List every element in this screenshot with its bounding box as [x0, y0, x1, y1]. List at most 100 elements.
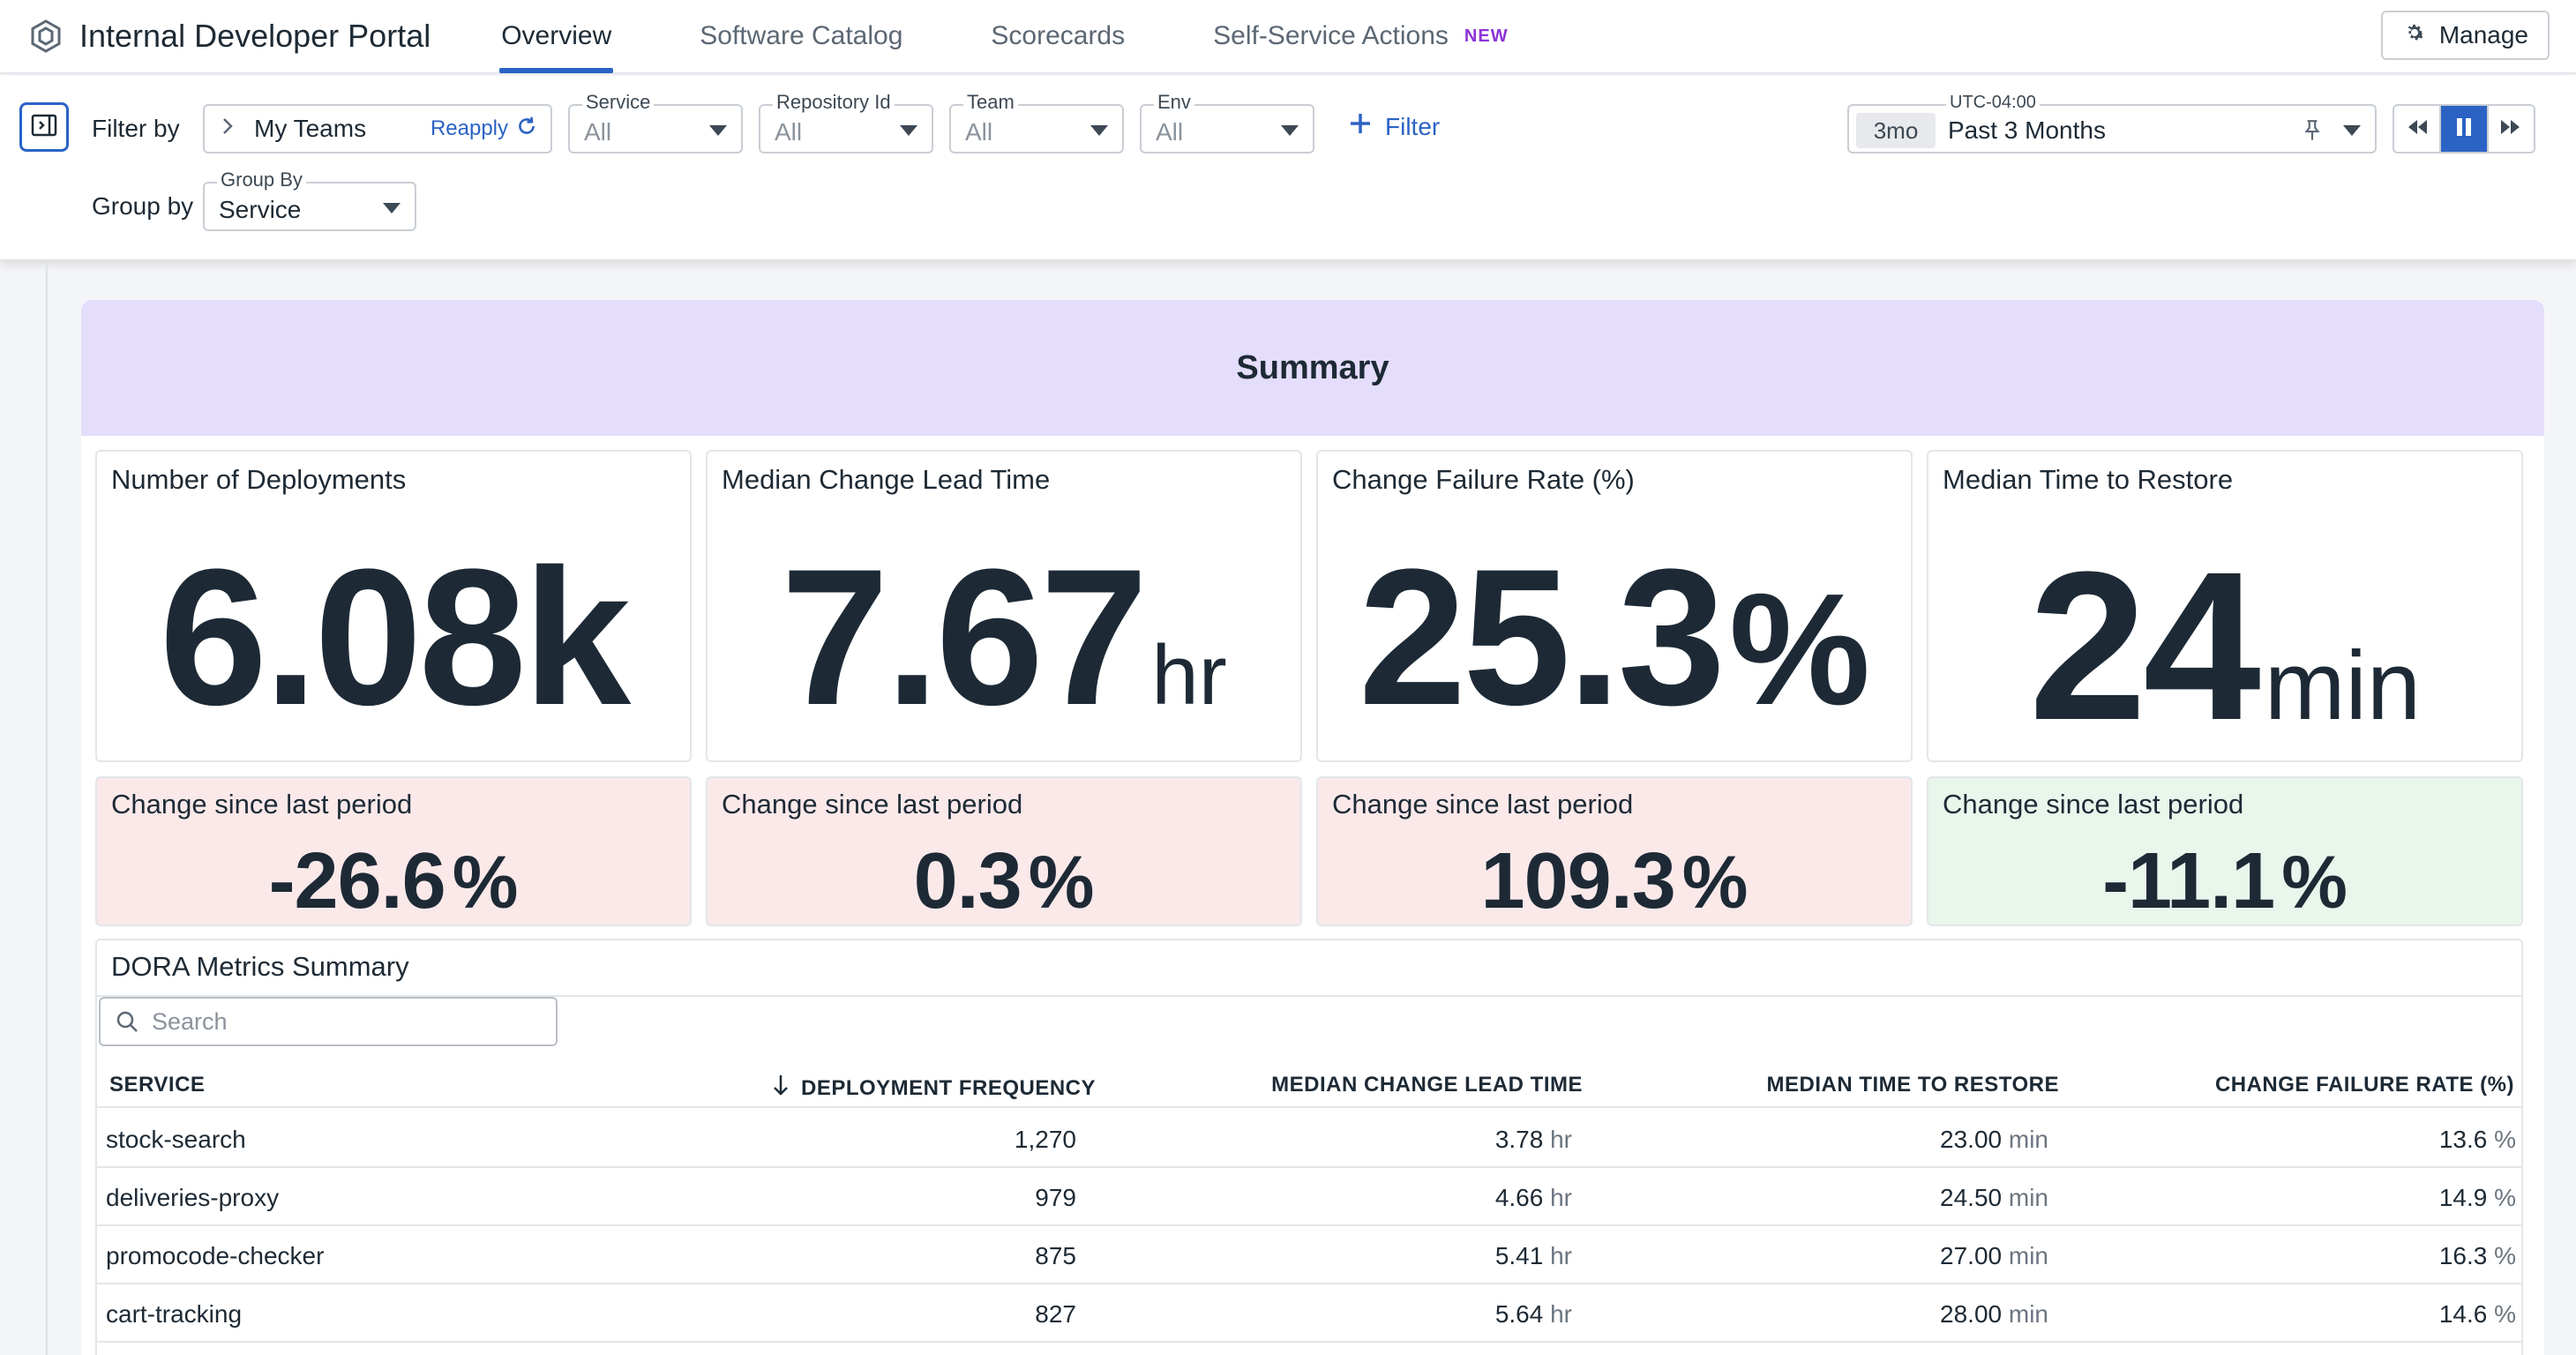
tab-overview[interactable]: Overview	[499, 0, 614, 73]
manage-button[interactable]: Manage	[2380, 11, 2550, 60]
cell-unit: hr	[1550, 1242, 1572, 1269]
change-title: Change since last period	[111, 789, 413, 820]
column-header-deployment-frequency[interactable]: DEPLOYMENT FREQUENCY	[771, 1073, 1096, 1104]
pin-icon[interactable]	[2301, 118, 2324, 147]
app-title[interactable]: Internal Developer Portal	[79, 18, 431, 54]
cell-number: 5.41	[1494, 1242, 1544, 1269]
tab-label: Overview	[501, 21, 612, 50]
card-title: Number of Deployments	[111, 464, 407, 495]
sidebar-toggle-button[interactable]	[19, 102, 69, 152]
env-select[interactable]: Env All	[1140, 92, 1314, 153]
caret-down-icon	[709, 125, 727, 136]
value-number: 0.3	[913, 837, 1022, 925]
cell-unit: hr	[1550, 1184, 1572, 1211]
cell-time-to-restore: 23.00 min	[1940, 1126, 2048, 1154]
cell-lead-time: 3.78 hr	[1495, 1126, 1572, 1154]
card-title: Change Failure Rate (%)	[1332, 464, 1635, 495]
tab-software-catalog[interactable]: Software Catalog	[698, 0, 904, 73]
select-legend: Repository Id	[773, 92, 895, 113]
add-filter-label: Filter	[1385, 112, 1441, 140]
table-row[interactable]: deliveries-proxy 979 4.66 hr 24.50 min 1…	[97, 1168, 2521, 1226]
cell-unit: %	[2494, 1242, 2516, 1269]
filter-by-label: Filter by	[92, 115, 180, 142]
timezone-label: UTC-04:00	[1946, 92, 2040, 113]
my-teams-filter[interactable]: My Teams Reapply	[203, 104, 552, 153]
column-header-median-change-lead-time[interactable]: MEDIAN CHANGE LEAD TIME	[1271, 1073, 1583, 1097]
portal-logo-icon[interactable]	[26, 17, 65, 56]
cell-change-failure-rate: 14.6 %	[2439, 1300, 2516, 1329]
cell-number: 23.00	[1940, 1126, 2003, 1153]
cell-number: 3.78	[1494, 1126, 1544, 1153]
time-range-picker[interactable]: UTC-04:00 3mo Past 3 Months	[1847, 92, 2377, 153]
pause-button[interactable]	[2441, 106, 2489, 152]
value-unit: min	[2264, 632, 2422, 740]
change-card-time-to-restore[interactable]: Change since last period -11.1%	[1927, 776, 2523, 926]
change-title: Change since last period	[1332, 789, 1634, 820]
filter-bar: Filter by My Teams Reapply Service All R…	[0, 76, 2576, 259]
value-number: 7.67	[781, 528, 1148, 745]
search-placeholder: Search	[152, 1007, 228, 1035]
select-legend: Env	[1154, 92, 1194, 113]
search-input[interactable]: Search	[99, 997, 558, 1046]
cell-time-to-restore: 27.00 min	[1940, 1242, 2048, 1270]
card-title: Median Time to Restore	[1943, 464, 2234, 495]
reapply-button[interactable]: Reapply	[431, 115, 538, 144]
add-filter-button[interactable]: Filter	[1348, 111, 1440, 142]
metric-value: 7.67hr	[708, 540, 1300, 734]
cell-unit: min	[2008, 1242, 2048, 1269]
value-unit: %	[1729, 561, 1871, 738]
select-legend: Service	[582, 92, 655, 113]
tab-label: Scorecards	[991, 21, 1126, 50]
select-legend: Group By	[217, 169, 306, 191]
metric-card-lead-time[interactable]: Median Change Lead Time 7.67hr	[706, 450, 1302, 762]
fast-forward-button[interactable]	[2488, 106, 2534, 152]
cell-unit: min	[2008, 1184, 2048, 1211]
rewind-button[interactable]	[2394, 106, 2442, 152]
table-row[interactable]: stock-search 1,270 3.78 hr 23.00 min 13.…	[97, 1110, 2521, 1168]
table-row[interactable]: promocode-checker 875 5.41 hr 27.00 min …	[97, 1226, 2521, 1284]
metric-card-failure-rate[interactable]: Change Failure Rate (%) 25.3%	[1316, 450, 1913, 762]
service-select[interactable]: Service All	[568, 92, 743, 153]
select-value: Service	[219, 196, 302, 223]
cell-deployment-frequency: 827	[1035, 1300, 1076, 1328]
cell-unit: %	[2494, 1300, 2516, 1328]
cell-service: promocode-checker	[106, 1242, 325, 1269]
change-card-deployments[interactable]: Change since last period -26.6%	[95, 776, 692, 926]
tab-scorecards[interactable]: Scorecards	[989, 0, 1127, 73]
reapply-label: Reapply	[430, 116, 508, 140]
change-card-lead-time[interactable]: Change since last period 0.3%	[706, 776, 1302, 926]
time-range-chip: 3mo	[1856, 113, 1936, 148]
tab-label: Software Catalog	[700, 21, 903, 50]
value-unit: %	[1028, 841, 1095, 924]
cell-deployment-frequency: 1,270	[1014, 1126, 1076, 1153]
caret-down-icon	[900, 125, 917, 136]
cell-time-to-restore: 24.50 min	[1940, 1184, 2048, 1212]
cell-change-failure-rate: 14.9 %	[2439, 1184, 2516, 1212]
select-value: All	[965, 118, 993, 146]
column-header-service[interactable]: SERVICE	[109, 1073, 206, 1097]
cell-number: 5.64	[1494, 1300, 1544, 1328]
metric-card-time-to-restore[interactable]: Median Time to Restore 24min	[1927, 450, 2523, 762]
tab-self-service-actions[interactable]: Self-Service Actions NEW	[1211, 0, 1509, 73]
cell-unit: hr	[1550, 1300, 1572, 1328]
value-number: 6.08k	[159, 528, 632, 745]
team-select[interactable]: Team All	[949, 92, 1124, 153]
group-by-select[interactable]: Group By Service	[203, 169, 416, 231]
change-card-failure-rate[interactable]: Change since last period 109.3%	[1316, 776, 1913, 926]
card-title: Median Change Lead Time	[722, 464, 1051, 495]
column-header-median-time-to-restore[interactable]: MEDIAN TIME TO RESTORE	[1766, 1073, 2059, 1097]
value-unit: hr	[1151, 628, 1227, 722]
value-number: 109.3	[1480, 837, 1676, 925]
table-row[interactable]: cart-tracking 827 5.64 hr 28.00 min 14.6…	[97, 1284, 2521, 1343]
cell-number: 27.00	[1940, 1242, 2003, 1269]
metric-card-deployments[interactable]: Number of Deployments 6.08k	[95, 450, 692, 762]
caret-down-icon	[383, 203, 401, 213]
repository-id-select[interactable]: Repository Id All	[759, 92, 933, 153]
metric-value: 6.08k	[97, 540, 690, 734]
select-legend: Team	[963, 92, 1018, 113]
value-number: 25.3	[1358, 528, 1726, 745]
table-title: DORA Metrics Summary	[111, 951, 409, 982]
column-header-change-failure-rate[interactable]: CHANGE FAILURE RATE (%)	[2214, 1073, 2514, 1097]
cell-lead-time: 4.66 hr	[1495, 1184, 1572, 1212]
